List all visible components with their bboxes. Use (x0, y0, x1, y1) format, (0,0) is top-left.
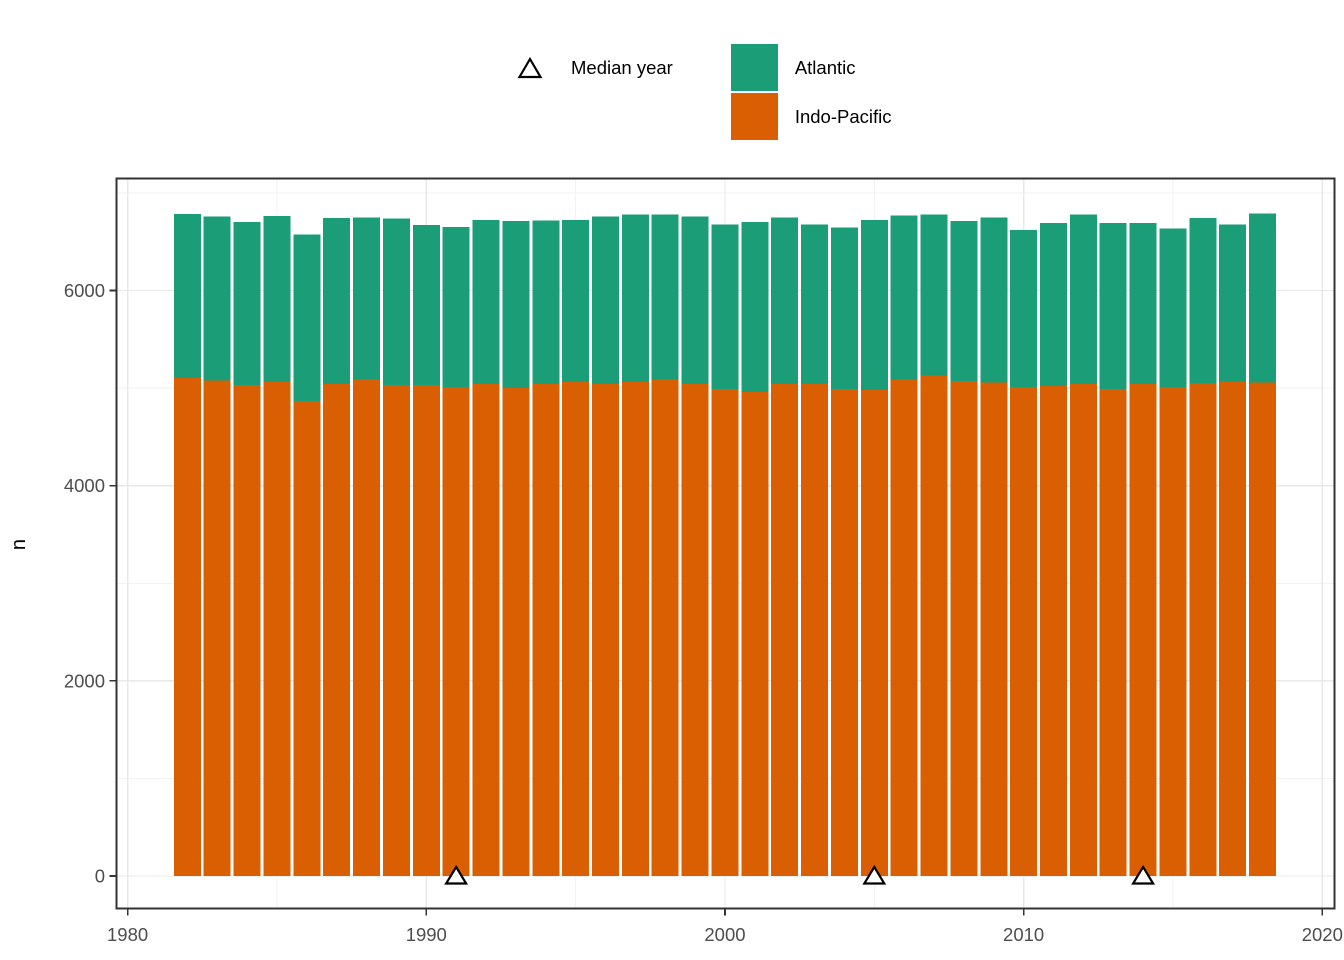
bar-atlantic-2001 (741, 222, 769, 392)
bar-indo-pacific-2001 (741, 391, 769, 876)
bar-indo-pacific-2012 (1069, 384, 1097, 876)
bar-indo-pacific-2015 (1159, 387, 1187, 876)
bar-indo-pacific-2013 (1099, 389, 1127, 876)
bar-indo-pacific-2016 (1189, 383, 1217, 876)
bar-indo-pacific-1996 (591, 384, 619, 876)
bar-atlantic-1996 (591, 216, 619, 385)
y-tick-label-6000: 6000 (64, 280, 105, 301)
median-year-marker-2005 (862, 864, 887, 885)
bar-indo-pacific-2000 (711, 389, 739, 876)
bar-atlantic-2012 (1069, 214, 1097, 385)
x-tick-label-2010: 2010 (1003, 924, 1044, 945)
bar-atlantic-1999 (681, 216, 709, 385)
legend-item-atlantic: Atlantic (730, 44, 892, 91)
bar-atlantic-1993 (502, 221, 530, 389)
bar-atlantic-2002 (771, 217, 799, 385)
y-tick-label-4000: 4000 (64, 475, 105, 496)
bar-atlantic-1985 (263, 215, 291, 382)
median-year-marker-1991 (444, 864, 469, 885)
x-tick-label-1990: 1990 (406, 924, 447, 945)
bar-atlantic-2013 (1099, 223, 1127, 390)
bar-atlantic-1987 (323, 217, 351, 385)
legend-atlantic-label: Atlantic (794, 56, 856, 78)
bar-atlantic-2003 (801, 224, 829, 385)
legend-indo-pacific-label: Indo-Pacific (794, 105, 892, 127)
bar-atlantic-2014 (1129, 223, 1157, 385)
bar-indo-pacific-1992 (472, 384, 500, 876)
bar-atlantic-1990 (412, 225, 440, 386)
legend-item-median-year: Median year (505, 44, 673, 92)
bar-atlantic-1992 (472, 220, 500, 385)
bar-indo-pacific-1993 (502, 388, 530, 876)
bar-atlantic-2004 (830, 227, 858, 390)
bar-atlantic-1982 (173, 213, 201, 378)
bar-atlantic-2009 (980, 217, 1008, 383)
bar-indo-pacific-1990 (412, 385, 440, 876)
bar-indo-pacific-1995 (562, 382, 590, 876)
bar-indo-pacific-2018 (1249, 382, 1277, 876)
bar-indo-pacific-2006 (890, 379, 918, 876)
bar-indo-pacific-2004 (830, 389, 858, 876)
bar-indo-pacific-1987 (323, 384, 351, 876)
bar-indo-pacific-2002 (771, 384, 799, 876)
x-tick-label-2020: 2020 (1302, 924, 1343, 945)
bar-indo-pacific-2017 (1219, 381, 1247, 876)
bar-indo-pacific-1991 (442, 387, 470, 876)
bar-atlantic-2016 (1189, 217, 1217, 384)
bar-atlantic-2008 (950, 221, 978, 381)
bar-atlantic-1986 (293, 234, 321, 401)
legend: Median year Atlantic Indo-Pacific (505, 44, 891, 142)
bar-indo-pacific-1984 (233, 385, 261, 876)
atlantic-swatch (730, 44, 778, 91)
bar-indo-pacific-1999 (681, 384, 709, 876)
bar-indo-pacific-2007 (920, 375, 948, 876)
bar-atlantic-1998 (651, 214, 679, 380)
bar-indo-pacific-1994 (532, 384, 560, 876)
bar-atlantic-2011 (1040, 223, 1068, 387)
bar-atlantic-1991 (442, 227, 470, 388)
bar-indo-pacific-2003 (801, 384, 829, 876)
bar-atlantic-1989 (382, 218, 410, 386)
y-tick-label-2000: 2000 (64, 670, 105, 691)
bar-atlantic-1983 (203, 216, 231, 381)
bar-atlantic-2010 (1010, 229, 1038, 388)
bar-indo-pacific-1988 (353, 379, 381, 876)
bar-indo-pacific-1997 (621, 382, 649, 876)
legend-item-indo-pacific: Indo-Pacific (730, 93, 892, 140)
y-tick-label-0: 0 (95, 866, 105, 887)
bar-indo-pacific-2008 (950, 380, 978, 876)
bar-atlantic-2018 (1249, 213, 1277, 383)
bar-indo-pacific-2014 (1129, 384, 1157, 876)
bar-atlantic-1984 (233, 222, 261, 386)
legend-median-year-label: Median year (571, 57, 673, 78)
bar-atlantic-2006 (890, 215, 918, 380)
bar-indo-pacific-2005 (860, 390, 888, 876)
bar-indo-pacific-2010 (1010, 387, 1038, 876)
bar-atlantic-2015 (1159, 228, 1187, 388)
bar-indo-pacific-1998 (651, 379, 679, 876)
bar-atlantic-2007 (920, 214, 948, 376)
bar-atlantic-2005 (860, 220, 888, 391)
bar-atlantic-1995 (562, 220, 590, 383)
bar-indo-pacific-1983 (203, 380, 231, 876)
bar-indo-pacific-2011 (1040, 386, 1068, 876)
median-year-triangle-icon (517, 56, 543, 79)
x-tick-label-1980: 1980 (107, 924, 148, 945)
indo-pacific-swatch (730, 93, 778, 140)
bar-indo-pacific-1986 (293, 400, 321, 876)
bar-atlantic-1997 (621, 214, 649, 383)
bar-atlantic-1988 (353, 217, 381, 380)
bar-indo-pacific-2009 (980, 382, 1008, 876)
legend-fill-keys: Atlantic Indo-Pacific (730, 44, 892, 142)
bar-atlantic-1994 (532, 220, 560, 385)
median-year-marker-2014 (1131, 864, 1156, 885)
bar-indo-pacific-1989 (382, 385, 410, 876)
x-tick-label-2000: 2000 (704, 924, 745, 945)
bar-indo-pacific-1985 (263, 381, 291, 876)
bar-atlantic-2017 (1219, 224, 1247, 382)
bar-indo-pacific-1982 (173, 377, 201, 876)
bar-atlantic-2000 (711, 224, 739, 390)
